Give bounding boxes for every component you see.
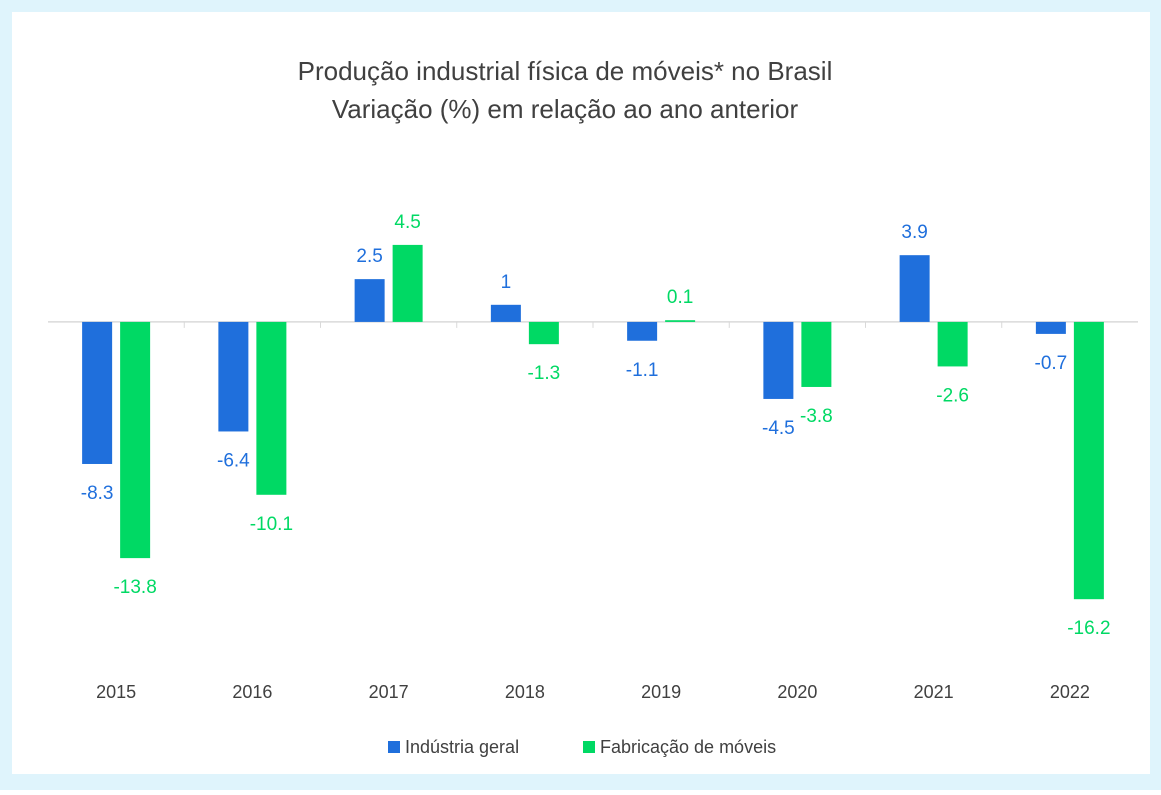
legend-swatch xyxy=(388,741,400,753)
data-label: 4.5 xyxy=(394,212,420,233)
legend-label: Indústria geral xyxy=(405,737,519,757)
data-label: 2.5 xyxy=(356,246,382,267)
data-label: 1 xyxy=(501,272,512,293)
bar xyxy=(1073,321,1104,600)
data-label: -10.1 xyxy=(250,514,293,535)
legend-swatch xyxy=(583,741,595,753)
bar xyxy=(1035,321,1066,334)
x-tick-label: 2020 xyxy=(777,682,817,702)
data-label: -6.4 xyxy=(217,450,250,471)
data-label: -13.8 xyxy=(113,577,156,598)
bar xyxy=(627,321,658,341)
data-label: 0.1 xyxy=(667,287,693,308)
bar xyxy=(937,321,968,367)
data-label: -2.6 xyxy=(936,385,969,406)
bar xyxy=(763,321,794,399)
bar xyxy=(665,320,696,322)
data-label: -4.5 xyxy=(762,418,795,439)
chart-area xyxy=(12,12,1150,774)
x-tick-label: 2021 xyxy=(914,682,954,702)
x-tick-label: 2022 xyxy=(1050,682,1090,702)
data-label: -16.2 xyxy=(1067,618,1110,639)
x-tick-label: 2019 xyxy=(641,682,681,702)
data-label: -3.8 xyxy=(800,406,833,427)
bar xyxy=(392,244,423,322)
data-label: -1.3 xyxy=(528,363,561,384)
bar xyxy=(801,321,832,387)
bar xyxy=(256,321,287,495)
chart-title: Produção industrial física de móveis* no… xyxy=(298,56,833,86)
bar xyxy=(354,279,385,322)
data-label: -8.3 xyxy=(81,483,114,504)
bar xyxy=(218,321,249,432)
bar xyxy=(82,321,113,464)
chart-subtitle: Variação (%) em relação ao ano anterior xyxy=(332,94,799,124)
data-label: 3.9 xyxy=(901,222,927,243)
bar xyxy=(528,321,559,345)
x-tick-label: 2016 xyxy=(232,682,272,702)
x-tick-label: 2018 xyxy=(505,682,545,702)
bar xyxy=(899,255,930,322)
data-label: -0.7 xyxy=(1035,353,1068,374)
legend-label: Fabricação de móveis xyxy=(600,737,776,757)
bar xyxy=(490,304,521,322)
bar xyxy=(120,321,151,559)
data-label: -1.1 xyxy=(626,360,659,381)
x-tick-label: 2017 xyxy=(369,682,409,702)
x-tick-label: 2015 xyxy=(96,682,136,702)
